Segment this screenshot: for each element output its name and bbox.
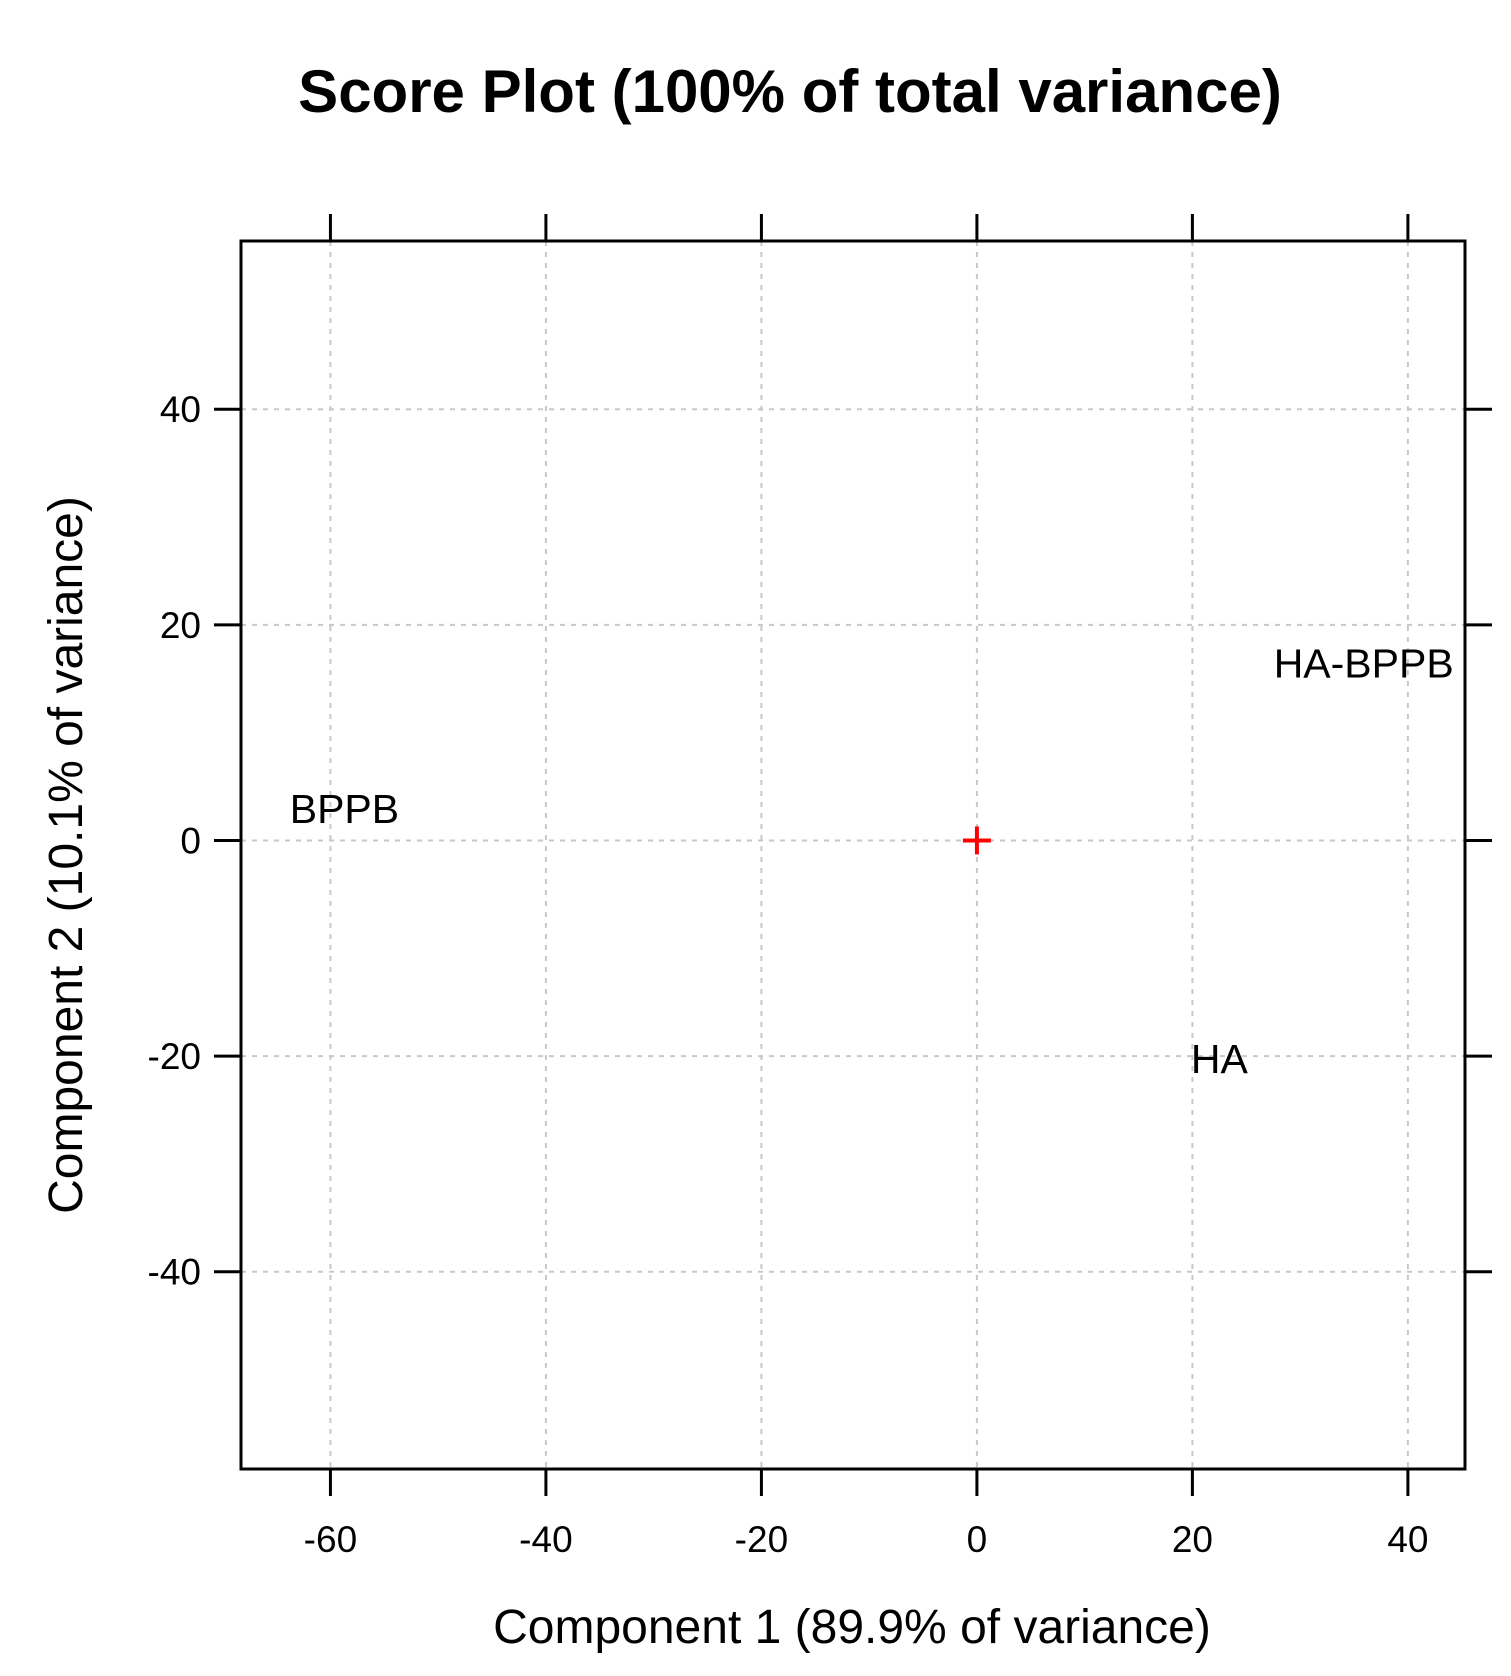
x-tick-label: 40	[1387, 1519, 1428, 1560]
y-axis-label: Component 2 (10.1% of variance)	[40, 496, 93, 1214]
y-tick-label: -40	[148, 1252, 201, 1293]
tick-labels: -60 -40 -20 0 20 40 -40 -20 0 20 40	[148, 389, 1429, 1560]
x-tick-label: -60	[304, 1519, 357, 1560]
data-points: BPPB HA-BPPB HA	[290, 641, 1454, 1083]
y-tick-label: 0	[180, 820, 201, 861]
axis-ticks	[214, 214, 1492, 1496]
center-marker	[962, 826, 991, 855]
plot-frame	[239, 239, 1467, 1471]
y-tick-label: 20	[160, 605, 201, 646]
point-label: BPPB	[290, 786, 399, 832]
x-tick-label: 0	[967, 1519, 988, 1560]
x-tick-label: -40	[519, 1519, 572, 1560]
chart-title: Score Plot (100% of total variance)	[298, 58, 1282, 125]
grid-lines	[241, 241, 1465, 1469]
y-tick-label: -20	[148, 1036, 201, 1077]
point-label: HA	[1191, 1036, 1249, 1082]
point-label: HA-BPPB	[1274, 641, 1454, 687]
x-tick-label: 20	[1172, 1519, 1213, 1560]
x-axis-label: Component 1 (89.9% of variance)	[493, 1601, 1211, 1654]
y-tick-label: 40	[160, 389, 201, 430]
x-tick-label: -20	[735, 1519, 788, 1560]
